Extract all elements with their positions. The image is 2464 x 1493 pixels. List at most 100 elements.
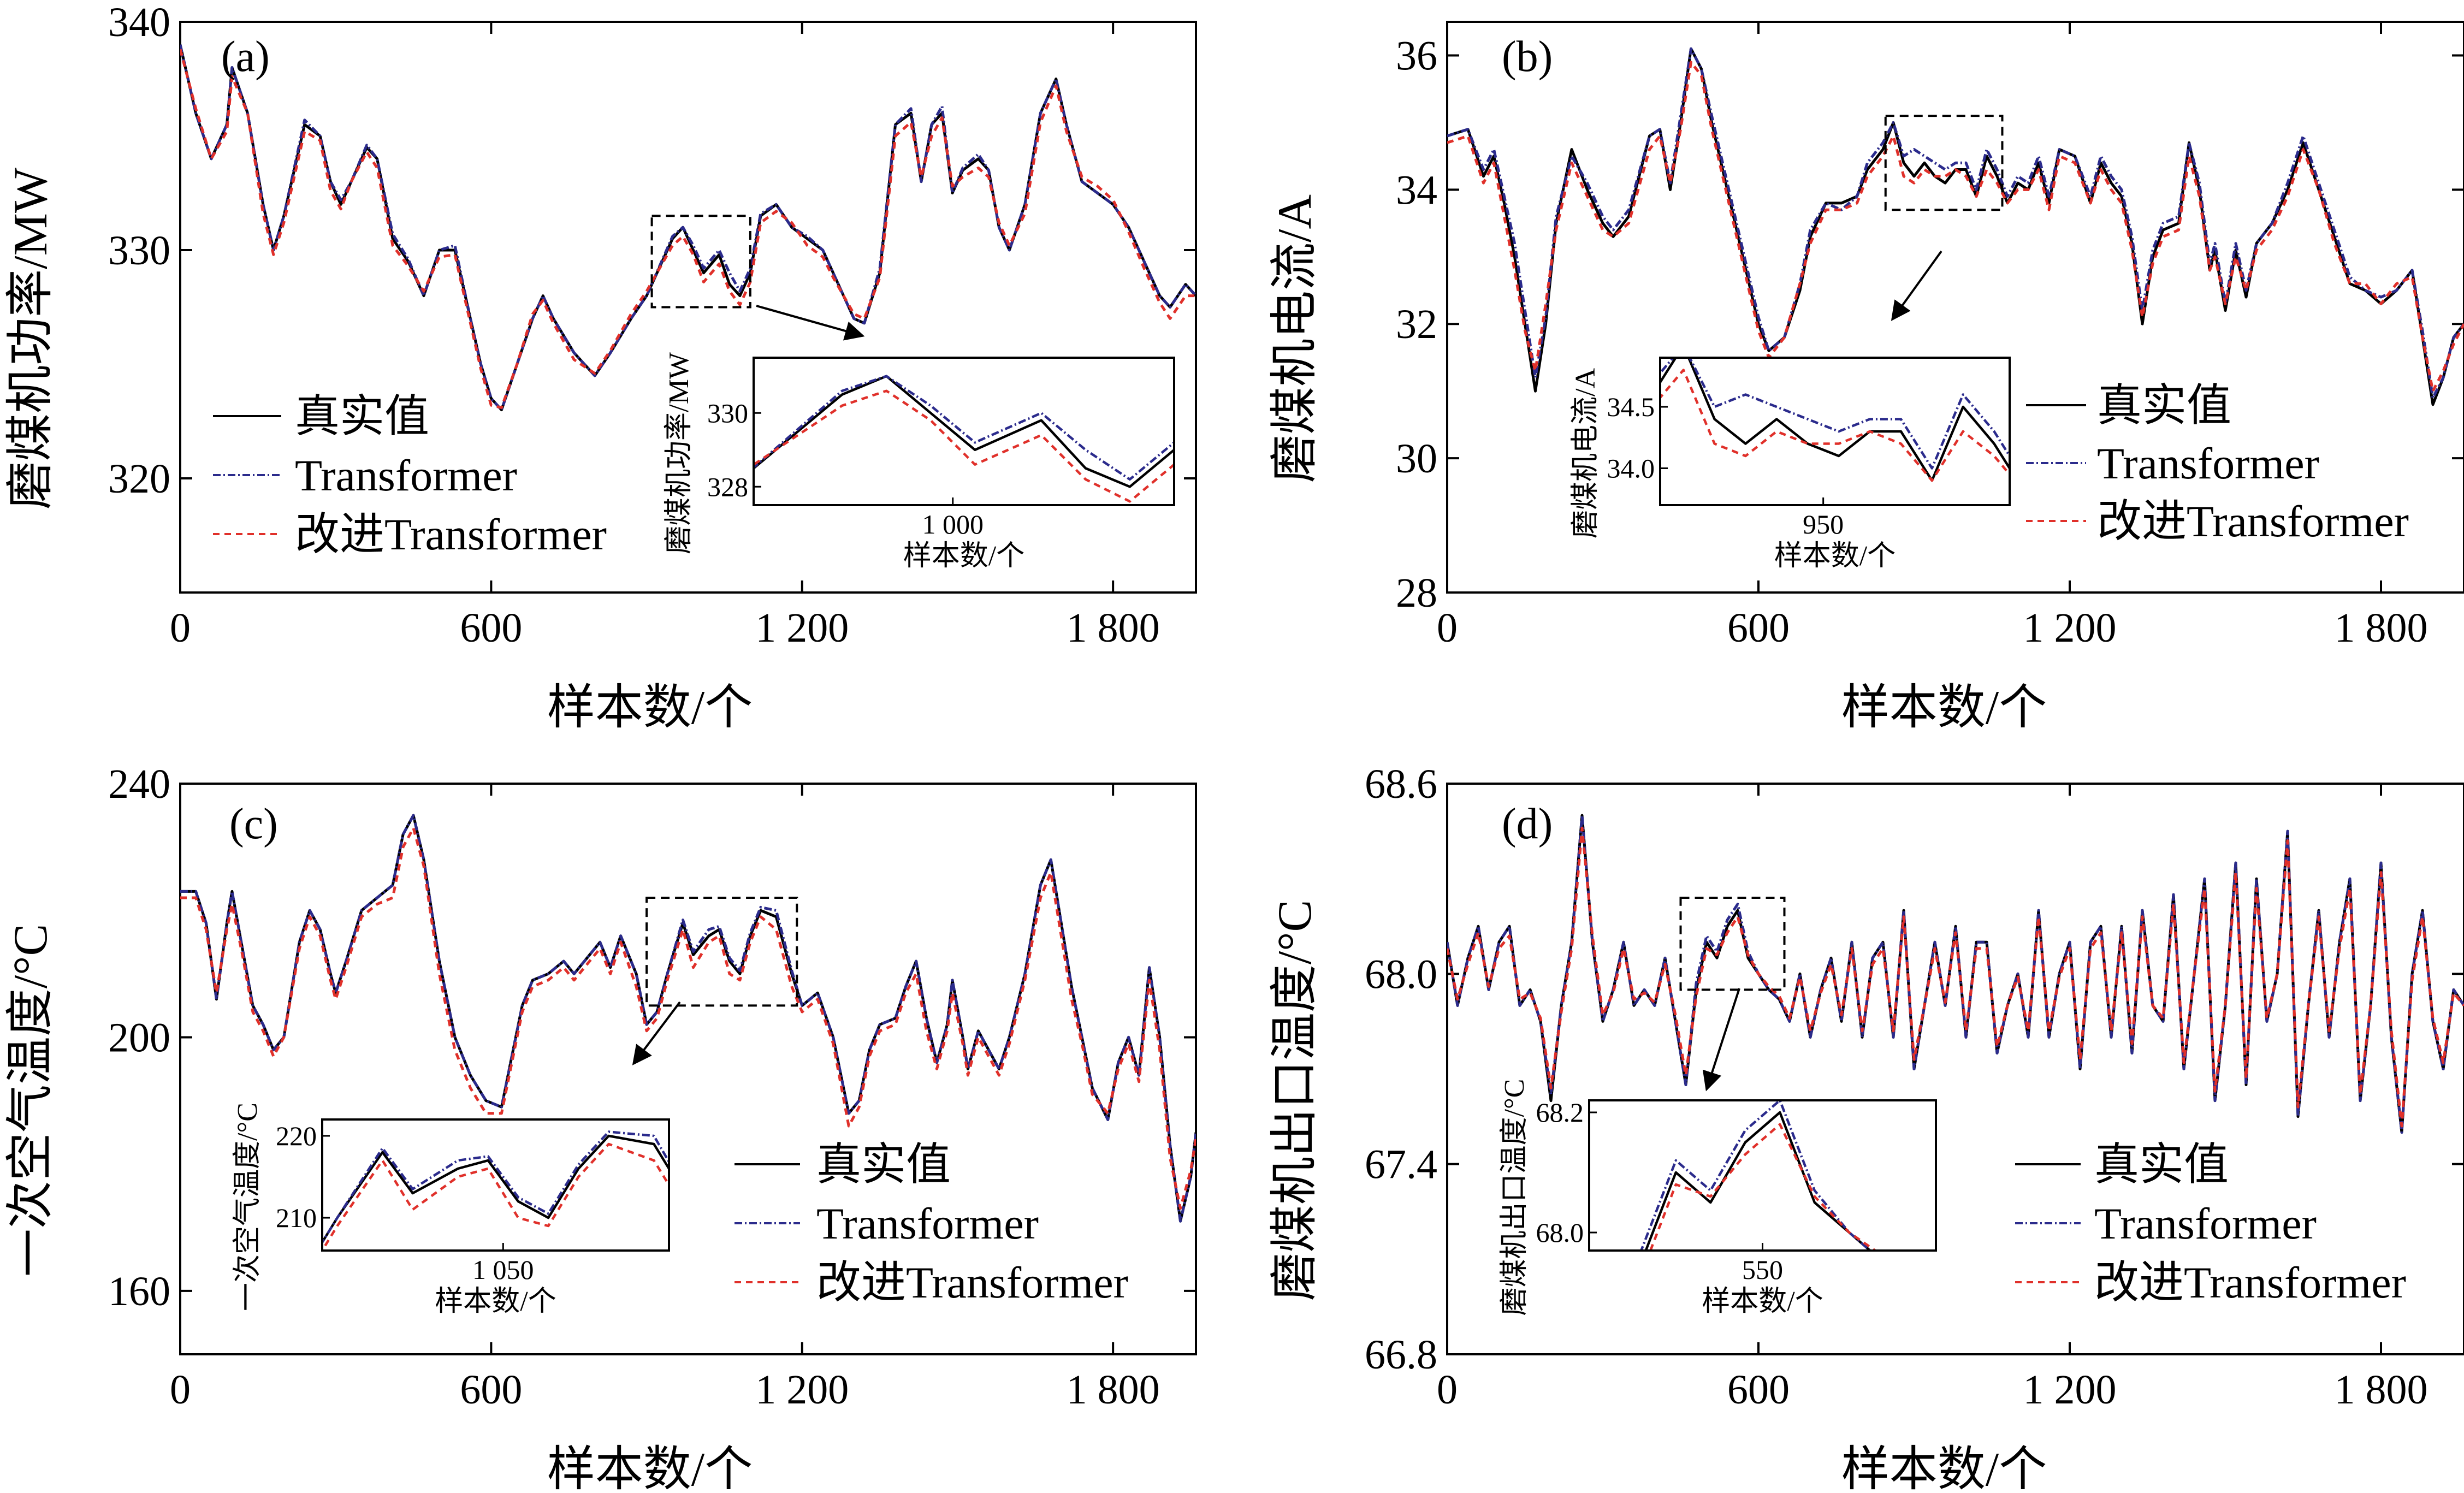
panel-b-plot: 0 600 1 200 1 800 28 30 32 34 36 bbox=[1396, 21, 2464, 651]
y-tick-label: 330 bbox=[108, 228, 170, 274]
inset-y-tick-label: 210 bbox=[276, 1202, 317, 1233]
x-tick-label: 600 bbox=[1727, 1367, 1790, 1413]
legend-transformer-label: Transformer bbox=[295, 451, 517, 500]
panel-b-xlabel: 样本数/个 bbox=[1841, 682, 2047, 734]
series-transformer-line bbox=[1447, 47, 2464, 399]
panel-d-label: (d) bbox=[1502, 800, 1553, 848]
x-tick-label: 1 800 bbox=[2335, 1367, 2428, 1413]
panel-b-legend: 真实值 Transformer 改进Transformer bbox=[2026, 381, 2409, 546]
panel-c-xlabel: 样本数/个 bbox=[547, 1443, 753, 1493]
inset-series-actual-line bbox=[1644, 1111, 1872, 1251]
inset-xlabel: 样本数/个 bbox=[1702, 1286, 1823, 1317]
series-actual-line bbox=[1447, 47, 2464, 406]
inset-series-transformer-line bbox=[322, 1130, 669, 1245]
panel-a-inset: 1 000 328 330 样本数/个 磨煤机功率/MW bbox=[664, 352, 1175, 572]
inset-series-improved-line bbox=[1660, 369, 2010, 482]
inset-series-improved-line bbox=[1649, 1123, 1877, 1251]
inset-frame bbox=[753, 357, 1175, 506]
x-tick-label: 0 bbox=[1437, 605, 1458, 651]
inset-series-improved-line bbox=[754, 389, 1174, 503]
x-tick-label: 600 bbox=[1727, 605, 1790, 651]
x-tick-label: 0 bbox=[1437, 1367, 1458, 1413]
x-tick-label: 1 200 bbox=[2023, 1367, 2117, 1413]
inset-series-actual-line bbox=[1660, 358, 2010, 482]
x-tick-label: 1 800 bbox=[1067, 1367, 1160, 1413]
panel-d: 0 600 1 200 1 800 66.8 67.4 68.0 68.6 550 68.0 68… bbox=[1269, 761, 2464, 1493]
legend-transformer-label: Transformer bbox=[2097, 439, 2319, 488]
y-tick-label: 68.0 bbox=[1365, 951, 1437, 997]
plot-frame bbox=[179, 783, 1197, 1355]
inset-series-actual-line bbox=[754, 375, 1174, 488]
inset-xlabel: 样本数/个 bbox=[435, 1286, 556, 1317]
panel-d-plot: 0 600 1 200 1 800 66.8 67.4 68.0 68.6 bbox=[1365, 761, 2464, 1413]
inset-y-tick-label: 34.5 bbox=[1607, 392, 1655, 422]
panel-c: 0 600 1 200 1 800 160 200 240 1 050 210 220 样本数/个… bbox=[4, 761, 1197, 1493]
inset-ylabel: 磨煤机功率/MW bbox=[664, 352, 695, 554]
series-improved-line bbox=[180, 826, 1196, 1210]
panel-d-legend: 真实值 Transformer 改进Transformer bbox=[2015, 1140, 2406, 1307]
panel-d-ylabel: 磨煤机出口温度/°C bbox=[1269, 900, 1322, 1301]
plot-frame bbox=[1446, 783, 2464, 1355]
y-tick-label: 66.8 bbox=[1365, 1332, 1437, 1378]
inset-x-tick-label: 550 bbox=[1742, 1254, 1783, 1285]
y-tick-label: 68.6 bbox=[1365, 761, 1437, 807]
panel-a: 0 600 1 200 1 800 320 330 340 1 000 328 330 样本数/个… bbox=[4, 0, 1197, 734]
series-transformer-line bbox=[180, 814, 1196, 1223]
legend-actual-label: 真实值 bbox=[2097, 381, 2231, 430]
panel-a-plot: 0 600 1 200 1 800 320 330 340 bbox=[108, 0, 1197, 651]
inset-x-tick-label: 950 bbox=[1803, 509, 1844, 540]
panel-b: 0 600 1 200 1 800 28 30 32 34 36 950 34.0 34.5 样本数/… bbox=[1269, 21, 2464, 734]
inset-series-transformer-line bbox=[754, 375, 1174, 481]
x-tick-label: 600 bbox=[460, 605, 522, 651]
panel-c-plot: 0 600 1 200 1 800 160 200 240 bbox=[108, 761, 1197, 1413]
inset-xlabel: 样本数/个 bbox=[1774, 541, 1896, 572]
inset-frame bbox=[1588, 1099, 1937, 1252]
panel-a-ylabel: 磨煤机功率/MW bbox=[4, 168, 57, 509]
x-tick-label: 0 bbox=[170, 605, 191, 651]
zoom-box bbox=[1679, 897, 1786, 991]
inset-x-tick-label: 1 050 bbox=[472, 1254, 534, 1285]
y-tick-label: 160 bbox=[108, 1269, 170, 1314]
panel-a-label: (a) bbox=[221, 33, 270, 81]
y-tick-label: 28 bbox=[1396, 570, 1437, 616]
zoom-box bbox=[645, 897, 798, 1007]
panel-b-inset: 950 34.0 34.5 样本数/个 磨煤机电流/A bbox=[1570, 357, 2011, 572]
panel-d-xlabel: 样本数/个 bbox=[1841, 1443, 2047, 1493]
inset-y-tick-label: 68.0 bbox=[1536, 1217, 1584, 1248]
y-tick-label: 32 bbox=[1396, 301, 1437, 347]
legend-transformer-label: Transformer bbox=[816, 1199, 1039, 1248]
legend-transformer-label: Transformer bbox=[2094, 1199, 2317, 1248]
zoom-arrow bbox=[1891, 250, 1942, 321]
inset-y-tick-label: 34.0 bbox=[1607, 453, 1655, 484]
x-tick-label: 600 bbox=[460, 1367, 522, 1413]
inset-y-tick-label: 328 bbox=[707, 471, 748, 502]
inset-series-transformer-line bbox=[1660, 358, 2010, 470]
inset-series-improved-line bbox=[322, 1142, 669, 1251]
y-tick-label: 320 bbox=[108, 456, 170, 502]
inset-frame bbox=[321, 1118, 670, 1252]
y-tick-label: 67.4 bbox=[1365, 1142, 1437, 1188]
legend-improved-label: 改进Transformer bbox=[2094, 1258, 2406, 1307]
panel-b-ylabel: 磨煤机电流/A bbox=[1269, 194, 1322, 483]
legend-actual-label: 真实值 bbox=[295, 392, 429, 441]
inset-series-transformer-line bbox=[1640, 1100, 1872, 1251]
zoom-box bbox=[650, 215, 751, 309]
inset-y-tick-label: 68.2 bbox=[1536, 1097, 1584, 1128]
series-improved-line bbox=[1447, 826, 2464, 1128]
x-tick-label: 1 200 bbox=[755, 1367, 849, 1413]
zoom-box bbox=[1884, 115, 2004, 211]
legend-actual-label: 真实值 bbox=[816, 1140, 951, 1189]
y-tick-label: 200 bbox=[108, 1015, 170, 1060]
panel-c-legend: 真实值 Transformer 改进Transformer bbox=[735, 1140, 1128, 1307]
x-tick-label: 1 800 bbox=[2335, 605, 2428, 651]
inset-x-tick-label: 1 000 bbox=[922, 509, 984, 540]
inset-xlabel: 样本数/个 bbox=[903, 541, 1024, 572]
inset-y-tick-label: 330 bbox=[707, 398, 748, 428]
series-improved-line bbox=[1447, 61, 2464, 393]
x-tick-label: 1 200 bbox=[755, 605, 849, 651]
y-tick-label: 30 bbox=[1396, 436, 1437, 482]
inset-border bbox=[753, 357, 1175, 506]
inset-y-tick-label: 220 bbox=[276, 1121, 317, 1151]
y-tick-label: 240 bbox=[108, 761, 170, 807]
